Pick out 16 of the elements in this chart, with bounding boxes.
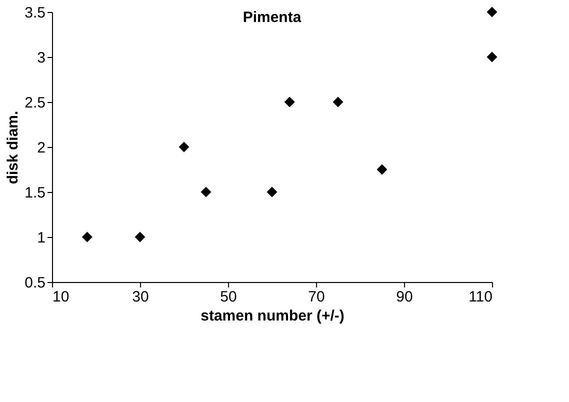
y-tick-label: 1.5 bbox=[24, 184, 46, 202]
y-axis-title: disk diam. bbox=[4, 110, 22, 184]
chart-title: Pimenta bbox=[242, 9, 302, 26]
x-tick-label: 50 bbox=[220, 288, 237, 306]
x-tick-label: 110 bbox=[468, 288, 492, 306]
x-tick-label: 10 bbox=[52, 288, 70, 306]
y-tick-label: 1 bbox=[37, 230, 46, 246]
x-tick-label: 30 bbox=[132, 288, 149, 306]
y-tick-label: 0.5 bbox=[24, 274, 46, 292]
x-axis-title: stamen number (+/-) bbox=[200, 308, 344, 324]
y-tick-label: 3 bbox=[37, 50, 46, 66]
x-tick-label: 90 bbox=[396, 288, 413, 306]
y-tick-label: 2 bbox=[37, 140, 46, 156]
y-tick-label: 3.5 bbox=[24, 4, 46, 22]
x-tick-label: 70 bbox=[308, 288, 325, 306]
y-tick-label: 2.5 bbox=[24, 94, 46, 112]
